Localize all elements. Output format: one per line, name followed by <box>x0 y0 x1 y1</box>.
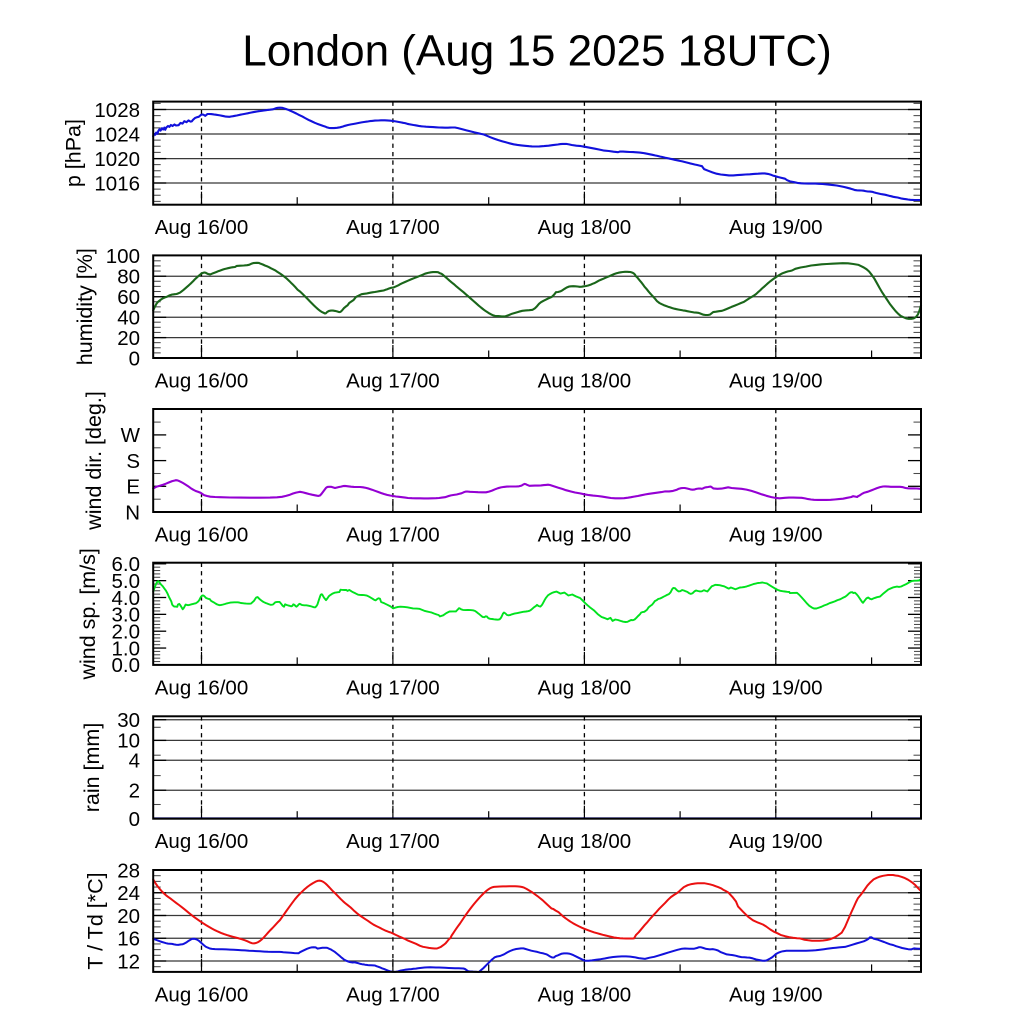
svg-text:W: W <box>121 424 141 447</box>
svg-text:humidity [%]: humidity [%] <box>73 248 97 365</box>
svg-text:4: 4 <box>129 750 140 773</box>
svg-text:Aug 17/00: Aug 17/00 <box>346 370 439 393</box>
svg-text:N: N <box>125 501 140 524</box>
svg-text:Aug 17/00: Aug 17/00 <box>346 676 439 699</box>
svg-text:2.0: 2.0 <box>112 621 141 644</box>
svg-text:12: 12 <box>117 950 140 973</box>
svg-text:Aug 17/00: Aug 17/00 <box>346 983 439 1006</box>
svg-text:wind sp. [m/s]: wind sp. [m/s] <box>76 548 100 680</box>
svg-text:Aug 16/00: Aug 16/00 <box>155 524 248 547</box>
svg-text:10: 10 <box>117 730 140 753</box>
svg-text:0: 0 <box>129 347 140 370</box>
svg-text:1020: 1020 <box>94 148 140 171</box>
svg-text:Aug 16/00: Aug 16/00 <box>155 830 248 853</box>
svg-text:1016: 1016 <box>94 172 140 195</box>
svg-text:Aug 19/00: Aug 19/00 <box>729 676 822 699</box>
svg-text:30: 30 <box>117 709 140 732</box>
svg-text:Aug 19/00: Aug 19/00 <box>729 983 822 1006</box>
svg-text:rain [mm]: rain [mm] <box>80 723 104 813</box>
svg-text:6.0: 6.0 <box>112 553 141 576</box>
svg-text:0: 0 <box>129 808 140 831</box>
svg-text:London (Aug 15 2025 18UTC): London (Aug 15 2025 18UTC) <box>242 27 832 76</box>
svg-text:3.0: 3.0 <box>112 604 141 627</box>
svg-text:Aug 16/00: Aug 16/00 <box>155 983 248 1006</box>
svg-text:Aug 18/00: Aug 18/00 <box>538 983 631 1006</box>
svg-text:0.0: 0.0 <box>112 654 141 677</box>
svg-text:28: 28 <box>117 859 140 882</box>
svg-text:20: 20 <box>117 905 140 928</box>
svg-text:Aug 19/00: Aug 19/00 <box>729 830 822 853</box>
svg-text:Aug 17/00: Aug 17/00 <box>346 524 439 547</box>
svg-text:Aug 19/00: Aug 19/00 <box>729 216 822 239</box>
svg-text:20: 20 <box>117 327 140 350</box>
svg-text:p [hPa]: p [hPa] <box>62 119 86 187</box>
svg-text:E: E <box>126 476 140 499</box>
svg-text:Aug 18/00: Aug 18/00 <box>538 676 631 699</box>
svg-text:80: 80 <box>117 266 140 289</box>
svg-text:24: 24 <box>117 882 140 905</box>
svg-text:Aug 17/00: Aug 17/00 <box>346 830 439 853</box>
svg-text:16: 16 <box>117 928 140 951</box>
svg-text:Aug 18/00: Aug 18/00 <box>538 216 631 239</box>
svg-text:5.0: 5.0 <box>112 570 141 593</box>
svg-text:Aug 18/00: Aug 18/00 <box>538 370 631 393</box>
svg-text:Aug 16/00: Aug 16/00 <box>155 216 248 239</box>
svg-text:60: 60 <box>117 286 140 309</box>
svg-text:Aug 16/00: Aug 16/00 <box>155 676 248 699</box>
svg-text:Aug 18/00: Aug 18/00 <box>538 830 631 853</box>
svg-text:T / Td [*C]: T / Td [*C] <box>84 872 108 969</box>
svg-text:Aug 19/00: Aug 19/00 <box>729 524 822 547</box>
svg-text:Aug 16/00: Aug 16/00 <box>155 370 248 393</box>
svg-text:Aug 17/00: Aug 17/00 <box>346 216 439 239</box>
svg-text:1.0: 1.0 <box>112 637 141 660</box>
svg-text:4.0: 4.0 <box>112 587 141 610</box>
svg-text:wind dir. [deg.]: wind dir. [deg.] <box>82 391 106 531</box>
svg-text:S: S <box>126 450 140 473</box>
svg-text:Aug 18/00: Aug 18/00 <box>538 524 631 547</box>
svg-text:100: 100 <box>106 245 140 268</box>
svg-text:2: 2 <box>129 780 140 803</box>
svg-text:Aug 19/00: Aug 19/00 <box>729 370 822 393</box>
svg-text:40: 40 <box>117 307 140 330</box>
svg-text:1024: 1024 <box>94 123 140 146</box>
svg-text:1028: 1028 <box>94 99 140 122</box>
